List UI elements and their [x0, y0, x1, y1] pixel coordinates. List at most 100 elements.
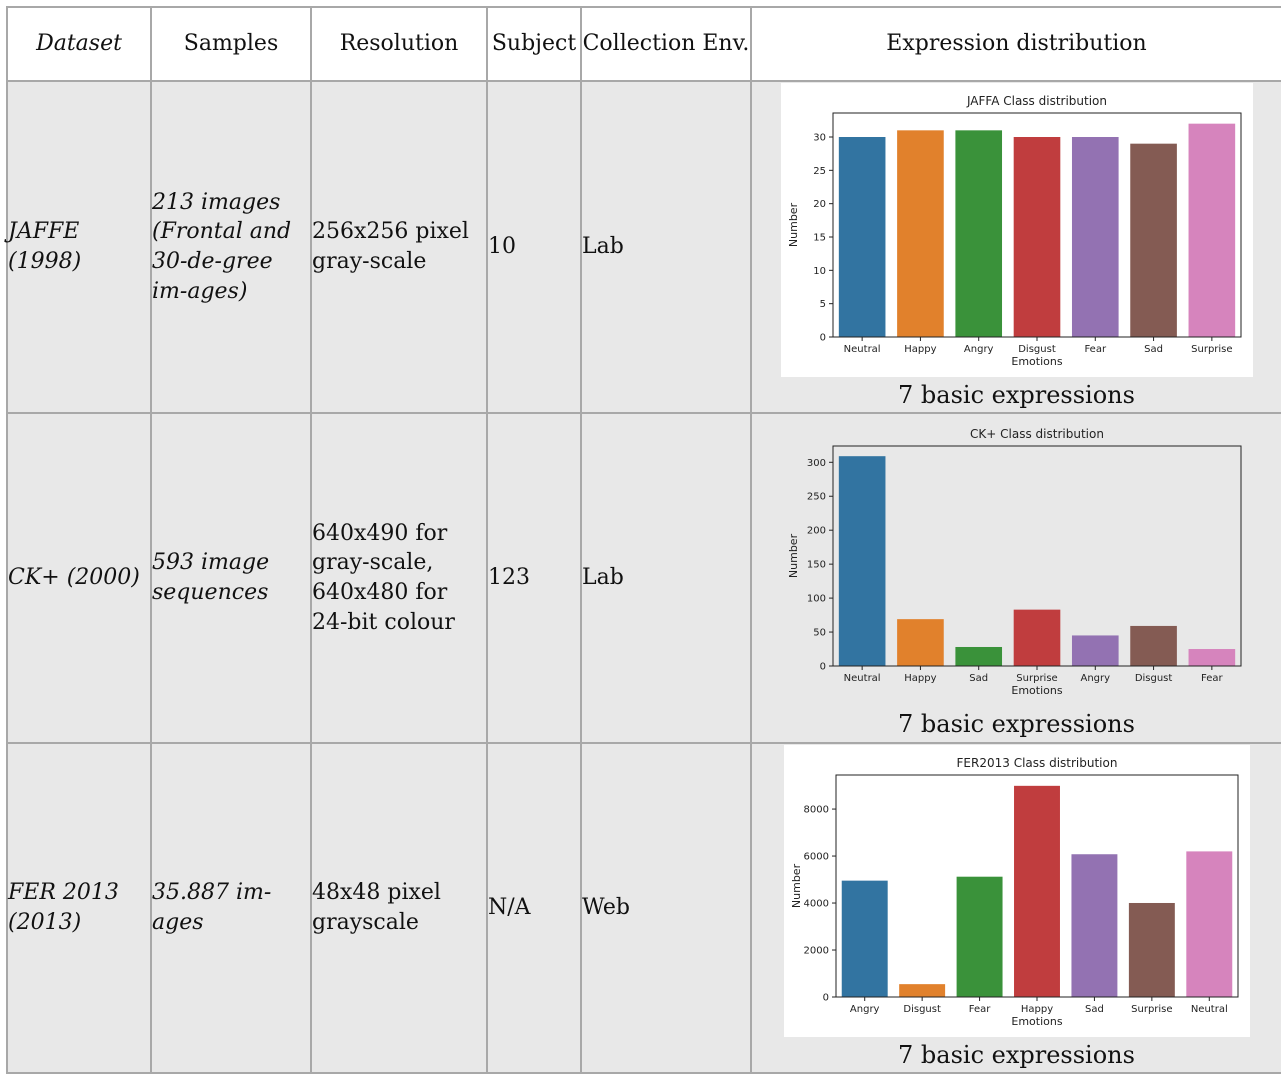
x-tick-label: Neutral	[843, 344, 880, 355]
y-tick-label: 200	[806, 525, 825, 536]
y-tick-label: 30	[813, 132, 826, 143]
y-tick-label: 0	[822, 992, 828, 1003]
distribution-caption: 7 basic expressions	[898, 709, 1135, 738]
y-tick-label: 4000	[803, 898, 828, 909]
y-axis-label: Number	[787, 533, 800, 578]
table-row: JAFFE (1998) 213 images (Frontal and 30-…	[6, 80, 1281, 414]
bar-sad	[1129, 143, 1177, 337]
fer2013-class-distribution-chart: FER2013 Class distribution 0 2000 4000 6000 8…	[783, 744, 1250, 1037]
collection-env-cell: Lab	[580, 412, 752, 744]
dataset-name: JAFFE (1998)	[6, 80, 152, 414]
y-tick-label: 50	[813, 627, 826, 638]
bar-fear	[1071, 136, 1119, 337]
jaffe-class-distribution-chart: JAFFA Class distribution 0 5 10 15 20 25 30 Neut…	[780, 82, 1253, 377]
y-tick-label: 20	[813, 199, 826, 210]
x-tick-label: Fear	[968, 1004, 990, 1015]
y-tick-label: 100	[806, 593, 825, 604]
x-tick-label: Angry	[963, 344, 993, 355]
samples-cell: 35.887 im-ages	[150, 742, 312, 1074]
bar-fear	[956, 876, 1003, 997]
x-tick-label: Happy	[1020, 1004, 1052, 1015]
x-tick-label: Surprise	[1191, 344, 1232, 355]
y-tick-label: 15	[813, 232, 826, 243]
bar-happy	[1013, 785, 1060, 997]
header-row: Dataset Samples Resolution Subject Colle…	[6, 6, 1281, 82]
dataset-name: FER 2013 (2013)	[6, 742, 152, 1074]
chart-title: JAFFA Class distribution	[965, 94, 1106, 108]
y-axis-label: Number	[790, 863, 803, 908]
y-tick-label: 0	[819, 332, 825, 343]
x-tick-label: Neutral	[843, 673, 880, 684]
resolution-cell: 256x256 pixel gray-scale	[310, 80, 488, 414]
bar-sad	[954, 646, 1002, 666]
bar-surprise	[1013, 609, 1060, 666]
bar-surprise	[1128, 902, 1175, 997]
subject-cell: 123	[486, 412, 582, 744]
distribution-caption: 7 basic expressions	[898, 1040, 1135, 1069]
bar-neutral	[838, 455, 885, 666]
bar-angry	[1071, 635, 1119, 666]
bar-neutral	[838, 136, 885, 337]
resolution-cell: 640x490 for gray-scale, 640x480 for 24-b…	[310, 412, 488, 744]
y-tick-label: 0	[819, 661, 825, 672]
ck-plus-class-distribution-chart: CK+ Class distribution 0 50 100 150 200 250 300…	[787, 427, 1241, 697]
expression-distribution-cell: CK+ Class distribution 0 50 100 150 200 250 300…	[750, 412, 1281, 744]
dataset-name: CK+ (2000)	[6, 412, 152, 744]
bar-happy	[896, 130, 944, 337]
y-axis-label: Number	[787, 202, 800, 247]
collection-env-cell: Web	[580, 742, 752, 1074]
header-samples: Samples	[150, 6, 312, 82]
header-subject: Subject	[486, 6, 582, 82]
header-expression-distribution: Expression distribution	[750, 6, 1281, 82]
x-tick-label: Fear	[1201, 673, 1223, 684]
chart-title: CK+ Class distribution	[970, 427, 1104, 441]
y-tick-label: 6000	[803, 851, 828, 862]
bar-angry	[841, 880, 888, 997]
bar-sad	[1070, 854, 1117, 997]
plot-frame	[832, 445, 1241, 667]
x-tick-label: Disgust	[1018, 344, 1056, 355]
y-tick-label: 10	[813, 266, 826, 277]
x-tick-label: Sad	[1085, 1004, 1104, 1015]
samples-cell: 593 image sequences	[150, 412, 312, 744]
header-resolution: Resolution	[310, 6, 488, 82]
samples-cell: 213 images (Frontal and 30-de-gree im-ag…	[150, 80, 312, 414]
bar-surprise	[1188, 123, 1235, 337]
y-tick-label: 8000	[803, 804, 828, 815]
x-axis-label: Emotions	[1011, 1015, 1062, 1028]
plot-frame	[835, 774, 1238, 998]
subject-cell: 10	[486, 80, 582, 414]
x-tick-label: Surprise	[1131, 1004, 1172, 1015]
table-row: CK+ (2000) 593 image sequences 640x490 f…	[6, 412, 1281, 744]
bar-disgust	[1129, 625, 1177, 666]
bar-disgust	[898, 983, 945, 997]
header-dataset: Dataset	[6, 6, 152, 82]
x-tick-label: Sad	[1144, 344, 1163, 355]
y-tick-label: 150	[806, 559, 825, 570]
bar-angry	[954, 130, 1002, 337]
x-tick-label: Surprise	[1016, 673, 1057, 684]
x-tick-label: Disgust	[1134, 673, 1172, 684]
expression-distribution-cell: JAFFA Class distribution 0 5 10 15 20 25 30 Neut…	[750, 80, 1281, 414]
y-tick-label: 5	[819, 299, 825, 310]
x-tick-label: Happy	[904, 344, 936, 355]
subject-cell: N/A	[486, 742, 582, 1074]
y-tick-label: 2000	[803, 945, 828, 956]
distribution-caption: 7 basic expressions	[898, 380, 1135, 409]
table-row: FER 2013 (2013) 35.887 im-ages 48x48 pix…	[6, 742, 1281, 1074]
expression-distribution-cell: FER2013 Class distribution 0 2000 4000 6000 8…	[750, 742, 1281, 1074]
x-tick-label: Fear	[1084, 344, 1106, 355]
bar-happy	[896, 618, 944, 666]
datasets-table: Dataset Samples Resolution Subject Colle…	[6, 6, 1281, 1074]
collection-env-cell: Lab	[580, 80, 752, 414]
y-tick-label: 300	[806, 458, 825, 469]
x-tick-label: Sad	[969, 673, 988, 684]
bar-fear	[1188, 648, 1235, 666]
bar-neutral	[1185, 851, 1232, 997]
x-tick-label: Angry	[849, 1004, 879, 1015]
x-tick-label: Happy	[904, 673, 936, 684]
chart-title: FER2013 Class distribution	[956, 756, 1117, 770]
x-tick-label: Neutral	[1190, 1004, 1227, 1015]
x-tick-label: Angry	[1080, 673, 1110, 684]
header-collection-env: Collection Env.	[580, 6, 752, 82]
